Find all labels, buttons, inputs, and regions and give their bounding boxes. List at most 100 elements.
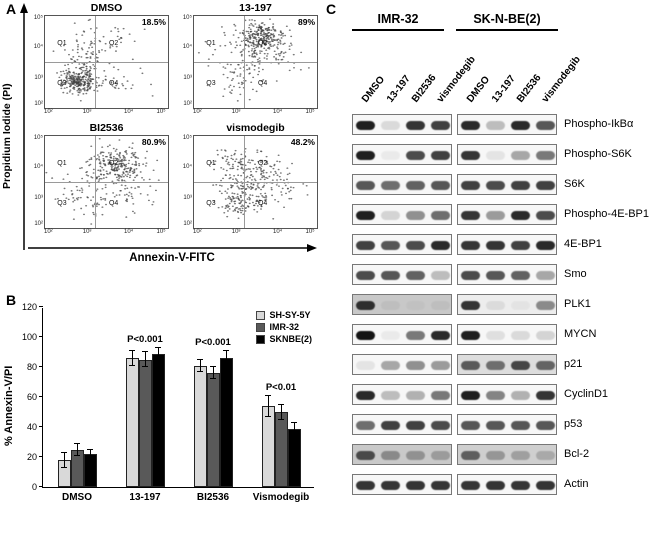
percent-label: 48.2% xyxy=(290,137,315,147)
flow-plot-title: BI2536 xyxy=(89,122,124,134)
blot-band xyxy=(536,391,555,400)
error-cap xyxy=(87,448,93,450)
flow-y-axis-label: Propidium Iodide (PI) xyxy=(1,83,13,189)
error-cap xyxy=(155,346,161,348)
axis-tick-label: 10² xyxy=(183,221,192,228)
legend-label: SKNBE(2) xyxy=(269,334,312,344)
blot-row-label: Phospho-IkBα xyxy=(564,118,634,130)
error-cap xyxy=(223,349,229,351)
blot-band xyxy=(511,271,530,280)
bar xyxy=(83,454,97,487)
axis-tick-label: 10² xyxy=(44,109,53,115)
quadrant-label: Q1 xyxy=(206,159,216,167)
quadrant-hline xyxy=(194,182,317,183)
axis-tick-label: 10³ xyxy=(183,75,192,82)
error-cap xyxy=(155,358,161,360)
blot-band xyxy=(381,181,400,190)
blot-band xyxy=(486,481,505,490)
blot-box-IMR-32 xyxy=(352,474,452,495)
axis-tick-label: 10⁵ xyxy=(156,109,166,115)
axis-tick xyxy=(39,426,43,427)
axis-tick xyxy=(39,486,43,487)
blot-band xyxy=(356,421,375,430)
blot-band xyxy=(406,121,425,130)
blot-row: p21 xyxy=(352,352,650,382)
axis-tick-label: 10³ xyxy=(34,195,43,202)
axis-tick-label: 10⁴ xyxy=(182,164,192,171)
error-cap xyxy=(74,442,80,444)
error-cap xyxy=(87,457,93,459)
bar xyxy=(125,358,139,487)
blot-band xyxy=(536,361,555,370)
axis-tick-label: 10³ xyxy=(82,109,92,115)
flow-plot: DMSO 10⁵ 10⁴ 10³ 10² Q1 Q2 Q3 Q4 18.5% 10² 10³ 10⁴ 10… xyxy=(30,2,169,118)
bar xyxy=(138,359,152,487)
blot-band xyxy=(381,211,400,220)
quadrant-label: Q3 xyxy=(57,80,67,88)
axis-tick-label: 10⁵ xyxy=(182,15,192,21)
blot-band xyxy=(511,241,530,250)
blot-box-IMR-32 xyxy=(352,384,452,405)
blot-band xyxy=(431,151,450,160)
blot-band xyxy=(511,211,530,220)
blot-row-label: Phospho-4E-BP1 xyxy=(564,208,649,220)
blot-band xyxy=(381,301,400,310)
blot-band xyxy=(381,421,400,430)
panel-c-label: C xyxy=(326,1,337,17)
axis-tick-label: 120 xyxy=(21,302,37,312)
blot-band xyxy=(356,151,375,160)
quadrant-label: Q4 xyxy=(108,80,119,88)
blot-row-label: Actin xyxy=(564,478,589,490)
blot-band xyxy=(536,301,555,310)
quadrant-label: Q4 xyxy=(257,200,268,208)
blot-band xyxy=(461,271,480,280)
axis-tick-label: 10³ xyxy=(231,229,241,235)
blot-band xyxy=(486,421,505,430)
blot-band xyxy=(486,151,505,160)
legend-label: IMR-32 xyxy=(269,322,299,332)
bar xyxy=(151,353,165,487)
blot-band xyxy=(381,391,400,400)
blot-band xyxy=(461,361,480,370)
blot-band xyxy=(356,121,375,130)
error-cap xyxy=(129,349,135,351)
axis-tick-label: 10² xyxy=(193,109,202,115)
axis-tick-label: 10⁴ xyxy=(33,44,43,51)
blot-box-SK-N-BE(2) xyxy=(457,144,557,165)
blot-band xyxy=(381,331,400,340)
category-label: BI2536 xyxy=(196,492,230,503)
pvalue-label: P<0.01 xyxy=(265,381,297,393)
blot-band xyxy=(486,391,505,400)
blot-row: Phospho-IkBα xyxy=(352,112,650,142)
blot-band xyxy=(461,181,480,190)
category-label: DMSO xyxy=(62,492,92,503)
blot-band xyxy=(431,241,450,250)
error-cap xyxy=(142,351,148,352)
axis-tick-label: 10⁵ xyxy=(305,229,315,235)
error-cap xyxy=(197,370,203,372)
blot-band xyxy=(431,121,450,130)
axis-tick-label: 10³ xyxy=(34,75,43,82)
blot-rows: Phospho-IkBα Phospho-S6K S6K Phospho-4E-BP1… xyxy=(352,112,650,502)
blot-band xyxy=(381,451,400,460)
flow-y-ticks: 10⁵ 10⁴ 10³ 10² xyxy=(179,135,193,229)
quadrant-hline xyxy=(194,62,317,63)
axis-tick-label: 100 xyxy=(21,332,37,342)
blot-band xyxy=(536,211,555,220)
axis-tick xyxy=(39,366,43,367)
error-bar xyxy=(199,359,201,372)
blot-band xyxy=(511,301,530,310)
quadrant-label: Q4 xyxy=(257,80,268,88)
blot-box-SK-N-BE(2) xyxy=(457,204,557,225)
flow-plot-title: 13-197 xyxy=(239,2,272,14)
error-bar xyxy=(89,449,91,459)
flow-plot: 13-197 10⁵ 10⁴ 10³ 10² Q1 Q2 Q3 Q4 89% 10² 10³ 10⁴ 10… xyxy=(179,2,318,118)
axis-tick-label: 10⁴ xyxy=(182,44,192,51)
blot-band xyxy=(511,421,530,430)
axis-tick-label: 10³ xyxy=(82,229,92,235)
error-cap xyxy=(291,421,297,423)
bar xyxy=(193,365,207,487)
blot-box-IMR-32 xyxy=(352,414,452,435)
error-cap xyxy=(278,418,284,420)
